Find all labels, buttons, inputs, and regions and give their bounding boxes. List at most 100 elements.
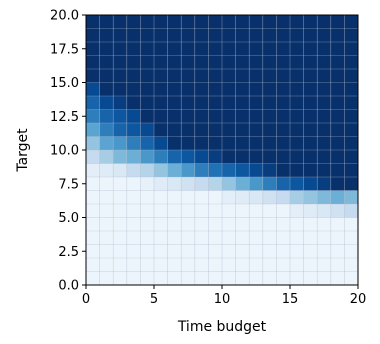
heatmap-cell xyxy=(181,244,195,258)
heatmap-cell xyxy=(249,258,263,272)
heatmap-cell xyxy=(290,177,304,191)
heatmap-cell xyxy=(126,271,141,285)
heatmap-cell xyxy=(249,204,263,218)
heatmap-cell xyxy=(235,244,250,258)
heatmap-cell xyxy=(126,258,141,272)
heatmap-cell xyxy=(317,150,331,164)
heatmap-cell xyxy=(317,163,331,177)
heatmap-cell xyxy=(208,204,222,218)
heatmap-cell xyxy=(317,177,331,191)
heatmap-cell xyxy=(113,15,127,29)
heatmap-cell xyxy=(113,123,127,137)
heatmap-cell xyxy=(126,15,141,29)
heatmap-cell xyxy=(222,28,236,42)
heatmap-cell xyxy=(317,82,331,96)
heatmap-cell xyxy=(181,204,195,218)
heatmap-cell xyxy=(344,271,358,285)
heatmap-cell xyxy=(140,190,154,204)
heatmap-cell xyxy=(194,231,209,245)
heatmap-cell xyxy=(290,69,304,83)
heatmap-cell xyxy=(249,123,263,137)
heatmap-cell xyxy=(222,217,236,231)
heatmap-cell xyxy=(222,82,236,96)
heatmap-cell xyxy=(249,42,263,56)
heatmap-cell xyxy=(154,123,168,137)
heatmap-cell xyxy=(154,231,168,245)
heatmap-cell xyxy=(208,177,222,191)
heatmap-cell xyxy=(222,231,236,245)
heatmap-cell xyxy=(235,204,250,218)
heatmap-cell xyxy=(99,244,114,258)
heatmap-cell xyxy=(235,258,250,272)
heatmap-cell xyxy=(249,15,263,29)
heatmap-cell xyxy=(235,150,250,164)
heatmap-cell xyxy=(140,204,154,218)
heatmap-cell xyxy=(99,190,114,204)
heatmap-cell xyxy=(249,217,263,231)
heatmap-cell xyxy=(262,82,277,96)
heatmap-cell xyxy=(330,69,345,83)
heatmap-cell xyxy=(276,136,290,150)
heatmap-cell xyxy=(194,69,209,83)
heatmap-cell xyxy=(290,42,304,56)
heatmap-cell xyxy=(208,258,222,272)
heatmap-cell xyxy=(86,96,100,110)
heatmap-cell xyxy=(86,28,100,42)
heatmap-cell xyxy=(126,82,141,96)
heatmap-cell xyxy=(167,231,182,245)
heatmap-cell xyxy=(344,82,358,96)
heatmap-cell xyxy=(99,204,114,218)
heatmap-cell xyxy=(330,177,345,191)
heatmap-cell xyxy=(303,109,318,123)
heatmap-cell xyxy=(208,15,222,29)
heatmap-cell xyxy=(194,42,209,56)
heatmap-cell xyxy=(140,82,154,96)
heatmap-cell xyxy=(235,55,250,69)
heatmap-cell xyxy=(290,109,304,123)
heatmap-cell xyxy=(194,15,209,29)
heatmap-cell xyxy=(344,150,358,164)
heatmap-cell xyxy=(249,55,263,69)
heatmap-cell xyxy=(235,42,250,56)
x-tick-label: 15 xyxy=(282,292,299,307)
heatmap-cell xyxy=(154,258,168,272)
heatmap-cell xyxy=(99,163,114,177)
heatmap-cell xyxy=(181,15,195,29)
x-tick-label: 10 xyxy=(214,292,231,307)
heatmap-cell xyxy=(86,258,100,272)
heatmap-cell xyxy=(181,42,195,56)
heatmap-cell xyxy=(303,190,318,204)
heatmap-cell xyxy=(317,28,331,42)
heatmap-cell xyxy=(140,163,154,177)
heatmap-cell xyxy=(113,150,127,164)
heatmap-cell xyxy=(303,217,318,231)
heatmap-cell xyxy=(222,42,236,56)
heatmap-cell xyxy=(86,82,100,96)
heatmap-cell xyxy=(344,28,358,42)
heatmap-cell xyxy=(154,163,168,177)
heatmap-cell xyxy=(86,244,100,258)
heatmap-cell xyxy=(181,271,195,285)
heatmap-cell xyxy=(99,15,114,29)
heatmap-cell xyxy=(154,190,168,204)
heatmap-cell xyxy=(154,244,168,258)
heatmap-cell xyxy=(330,204,345,218)
heatmap-cell xyxy=(235,190,250,204)
heatmap-cell xyxy=(86,109,100,123)
heatmap-cell xyxy=(113,109,127,123)
heatmap-cell xyxy=(208,271,222,285)
heatmap-cell xyxy=(290,204,304,218)
heatmap-cell xyxy=(154,204,168,218)
y-tick-label: 10.0 xyxy=(50,144,79,159)
heatmap-cell xyxy=(113,231,127,245)
heatmap-cell xyxy=(154,15,168,29)
heatmap-cell xyxy=(276,177,290,191)
y-tick-label: 5.0 xyxy=(58,211,79,226)
heatmap-cell xyxy=(262,258,277,272)
heatmap-cell xyxy=(113,42,127,56)
heatmap-cell xyxy=(181,55,195,69)
heatmap-cell xyxy=(126,136,141,150)
heatmap-cell xyxy=(303,28,318,42)
heatmap-cell xyxy=(330,258,345,272)
